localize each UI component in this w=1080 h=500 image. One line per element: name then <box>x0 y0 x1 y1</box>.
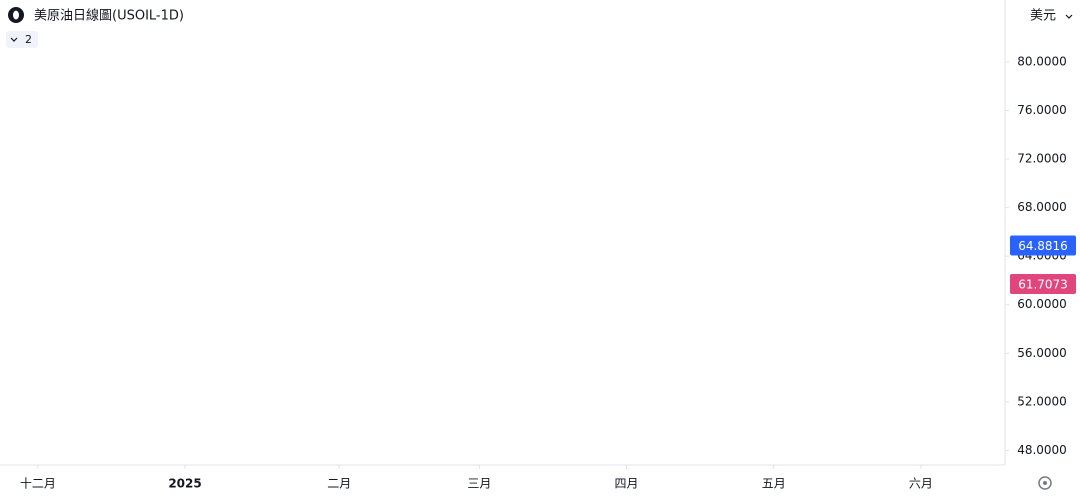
chevron <box>10 37 18 42</box>
y-tick-label: 56.0000 <box>1017 346 1067 360</box>
settings-icon[interactable] <box>1038 476 1052 490</box>
logo-mark <box>13 10 19 20</box>
header: 美原油日線圖(USOIL-1D) 2 美元 <box>6 7 1073 48</box>
y-tick-label: 68.0000 <box>1017 200 1067 214</box>
price-tag <box>1010 235 1076 256</box>
x-tick-label: 三月 <box>467 477 491 491</box>
y-tick-label: 52.0000 <box>1017 394 1067 408</box>
indicator-count: 2 <box>25 33 32 46</box>
y-tick-label: 60.0000 <box>1017 297 1067 311</box>
currency-chevron <box>1065 14 1073 19</box>
x-tick-label: 五月 <box>762 477 786 491</box>
x-tick-label: 六月 <box>909 477 933 491</box>
x-tick-label: 二月 <box>327 477 351 491</box>
x-tick-label: 2025 <box>168 477 201 491</box>
indicator-toggle[interactable] <box>6 31 38 48</box>
chart-title: 美原油日線圖(USOIL-1D) <box>34 8 184 24</box>
currency[interactable]: 美元 <box>1030 9 1056 24</box>
y-tick-label: 80.0000 <box>1017 54 1067 68</box>
price-tag-label: 61.7073 <box>1018 278 1068 292</box>
price-tag <box>1010 274 1076 295</box>
settings[interactable] <box>1038 476 1052 490</box>
price-tag-label: 64.8816 <box>1018 239 1068 253</box>
x-tick-label: 十二月 <box>20 477 56 491</box>
y-tick-label: 48.0000 <box>1017 443 1067 457</box>
x-tick-label: 四月 <box>615 477 639 491</box>
y-tick-label: 72.0000 <box>1017 152 1067 166</box>
axes: 48.000052.000056.000060.000064.000068.00… <box>20 54 1076 491</box>
y-tick-label: 76.0000 <box>1017 103 1067 117</box>
settings-dot <box>1043 481 1047 485</box>
